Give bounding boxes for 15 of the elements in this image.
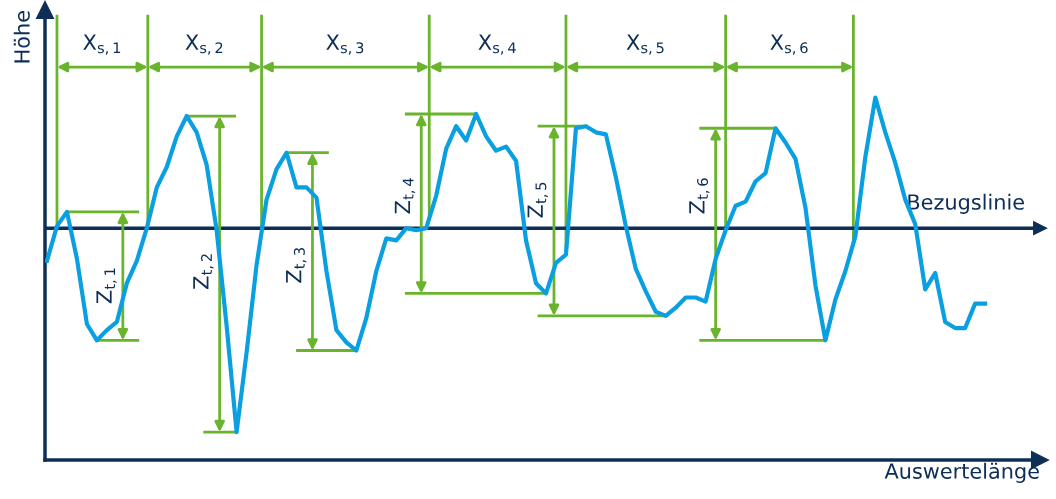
text: X$_{s,6}$ <box>770 34 808 55</box>
x-axis-title: Auswertelänge <box>884 462 1039 483</box>
annotation: Z$_{t,3}$ <box>286 247 307 283</box>
annotation: Z$_{t,2}$ <box>193 254 214 289</box>
y-axis-title: Höhe <box>13 11 30 63</box>
text: X$_{s,5}$ <box>626 34 664 55</box>
annotation: Z$_{t,1}$ <box>96 268 117 304</box>
text: X$_{s,4}$ <box>478 34 516 55</box>
annotation: Z$_{t,6}$ <box>689 178 710 214</box>
text: X$_{s,3}$ <box>326 34 364 55</box>
text: X$_{s,1}$ <box>83 34 121 55</box>
annotation: Z$_{t,4}$ <box>394 178 416 214</box>
annotation: Z$_{t,5}$ <box>527 182 548 218</box>
ref-line-label: Bezugslinie <box>908 193 1024 214</box>
text: X$_{s,2}$ <box>185 34 223 55</box>
